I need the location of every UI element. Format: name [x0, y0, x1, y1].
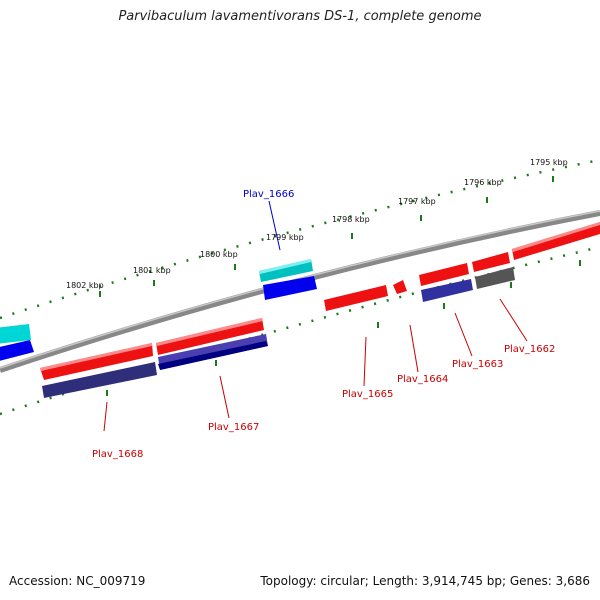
gene-feature[interactable] [324, 285, 388, 311]
accession-text: Accession: NC_009719 [9, 574, 146, 588]
gene-feature[interactable] [472, 252, 510, 272]
gene-feature[interactable] [259, 259, 313, 282]
gene-label[interactable]: Plav_1663 [452, 359, 503, 370]
gene-feature[interactable] [421, 279, 473, 302]
ruler-label: 1797 kbp [398, 197, 436, 206]
ruler-label: 1800 kbp [200, 250, 238, 259]
gene-feature[interactable] [156, 318, 263, 346]
gene-feature[interactable] [40, 343, 152, 371]
leader-line [499, 298, 528, 342]
ruler-label: 1801 kbp [133, 266, 171, 275]
map-title: Parvibaculum lavamentivorans DS-1, compl… [118, 9, 482, 24]
gene-feature[interactable] [419, 263, 469, 286]
gene-label[interactable]: Plav_1666 [243, 189, 294, 200]
gene-feature[interactable] [393, 280, 407, 294]
ruler-label: 1798 kbp [332, 215, 370, 224]
topology-text: Topology: circular; Length: 3,914,745 bp… [260, 574, 590, 588]
leader-line [454, 312, 473, 357]
ruler-label: 1796 kbp [464, 178, 502, 187]
ruler-label: 1799 kbp [266, 233, 304, 242]
gene-label[interactable]: Plav_1668 [92, 449, 143, 460]
gene-feature[interactable] [0, 324, 31, 344]
gene-label[interactable]: Plav_1667 [208, 422, 259, 433]
gene-label[interactable]: Plav_1662 [504, 344, 555, 355]
gene-leaders [103, 200, 528, 432]
gene-feature[interactable] [0, 340, 34, 362]
leader-line [268, 200, 281, 251]
ruler-major-ticks-outer [99, 176, 554, 297]
ruler-label: 1802 kbp [66, 281, 104, 290]
gene-label[interactable]: Plav_1665 [342, 389, 393, 400]
leader-line [103, 401, 108, 432]
gene-feature[interactable] [42, 362, 157, 398]
gene-feature[interactable] [40, 343, 153, 380]
ruler-label: 1795 kbp [530, 158, 568, 167]
ruler-inner [0, 245, 600, 416]
gene-feature[interactable] [259, 259, 311, 274]
forward-genes [40, 222, 600, 380]
highlight-genes [0, 259, 313, 344]
gene-feature[interactable] [158, 341, 268, 370]
gene-label[interactable]: Plav_1664 [397, 374, 448, 385]
reverse-genes [0, 267, 515, 398]
ruler-major-ticks-inner [106, 260, 581, 396]
gene-feature[interactable] [475, 267, 515, 289]
leader-line [363, 336, 367, 387]
leader-line [219, 375, 230, 419]
gene-feature[interactable] [156, 318, 264, 355]
leader-line [409, 324, 419, 373]
gene-feature[interactable] [263, 276, 317, 300]
gene-feature[interactable] [512, 222, 600, 252]
ruler-outer [0, 158, 600, 320]
